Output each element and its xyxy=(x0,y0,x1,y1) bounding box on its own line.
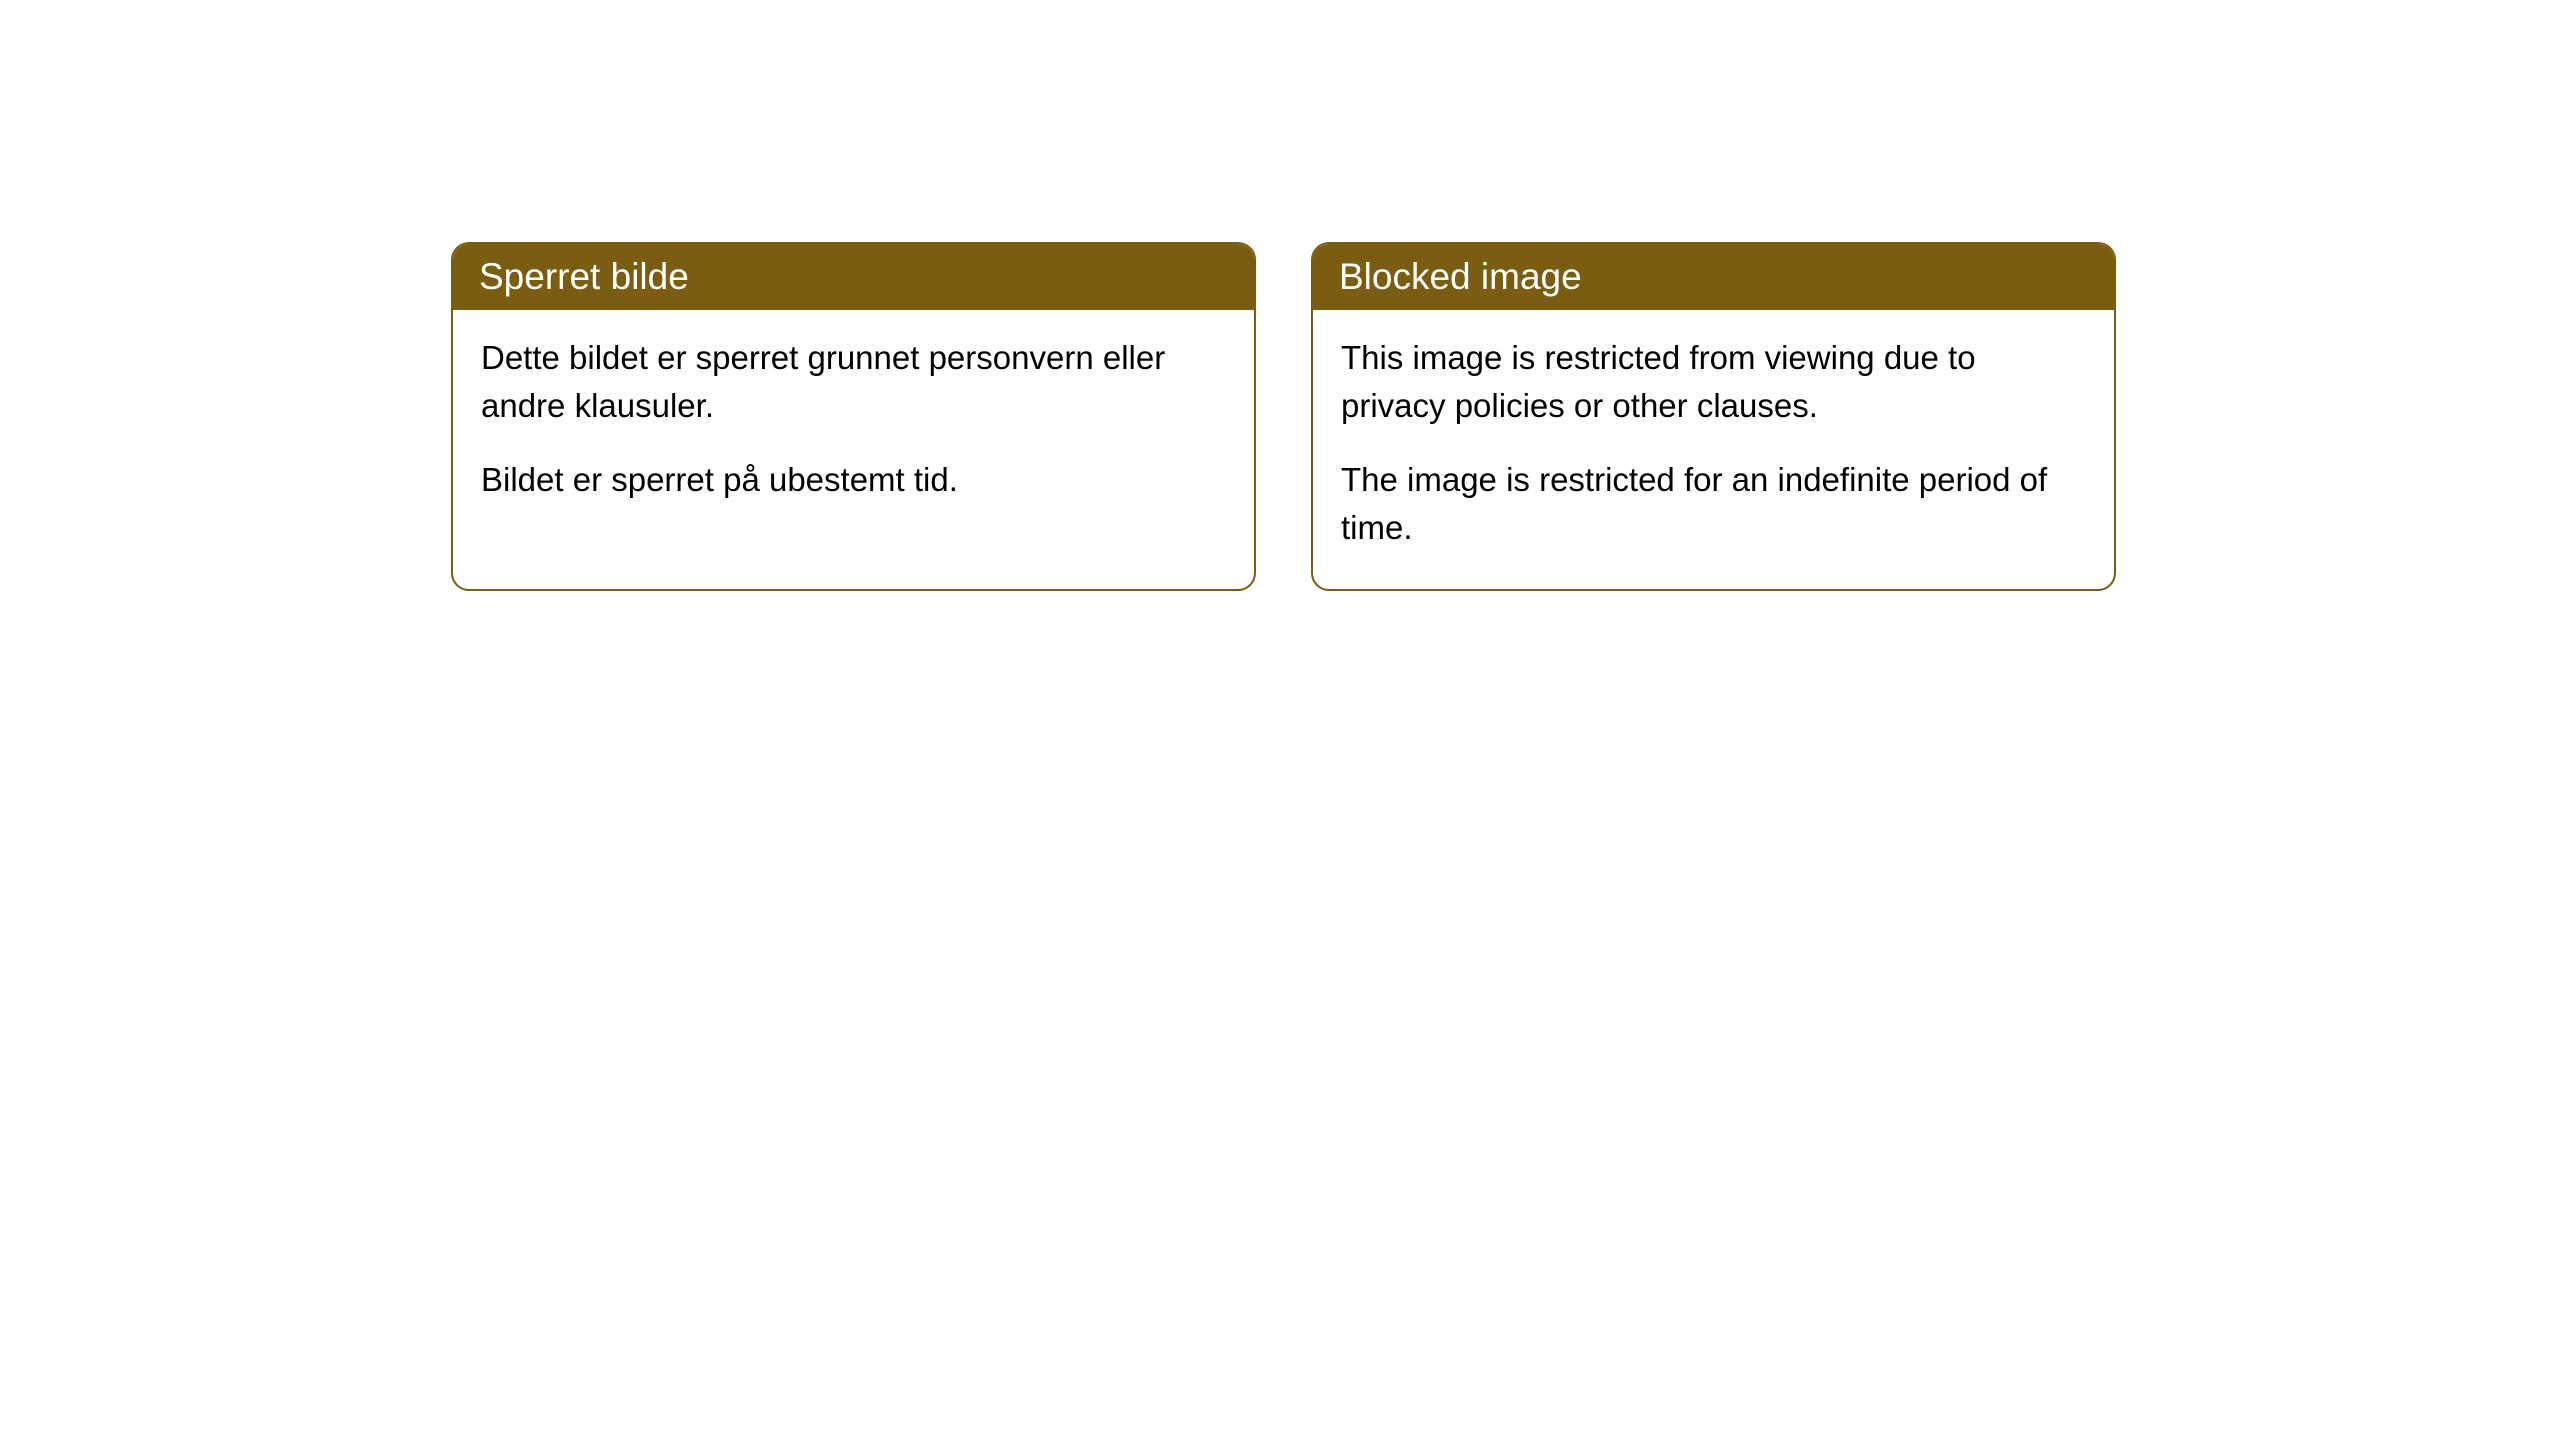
card-paragraph: Bildet er sperret på ubestemt tid. xyxy=(481,456,1226,504)
card-paragraph: Dette bildet er sperret grunnet personve… xyxy=(481,334,1226,430)
card-body: Dette bildet er sperret grunnet personve… xyxy=(453,310,1254,542)
card-header: Sperret bilde xyxy=(453,244,1254,310)
card-header: Blocked image xyxy=(1313,244,2114,310)
card-paragraph: This image is restricted from viewing du… xyxy=(1341,334,2086,430)
notice-card-norwegian: Sperret bilde Dette bildet er sperret gr… xyxy=(451,242,1256,591)
card-title: Blocked image xyxy=(1339,256,1582,297)
cards-container: Sperret bilde Dette bildet er sperret gr… xyxy=(451,242,2116,591)
notice-card-english: Blocked image This image is restricted f… xyxy=(1311,242,2116,591)
card-paragraph: The image is restricted for an indefinit… xyxy=(1341,456,2086,552)
card-title: Sperret bilde xyxy=(479,256,689,297)
card-body: This image is restricted from viewing du… xyxy=(1313,310,2114,589)
